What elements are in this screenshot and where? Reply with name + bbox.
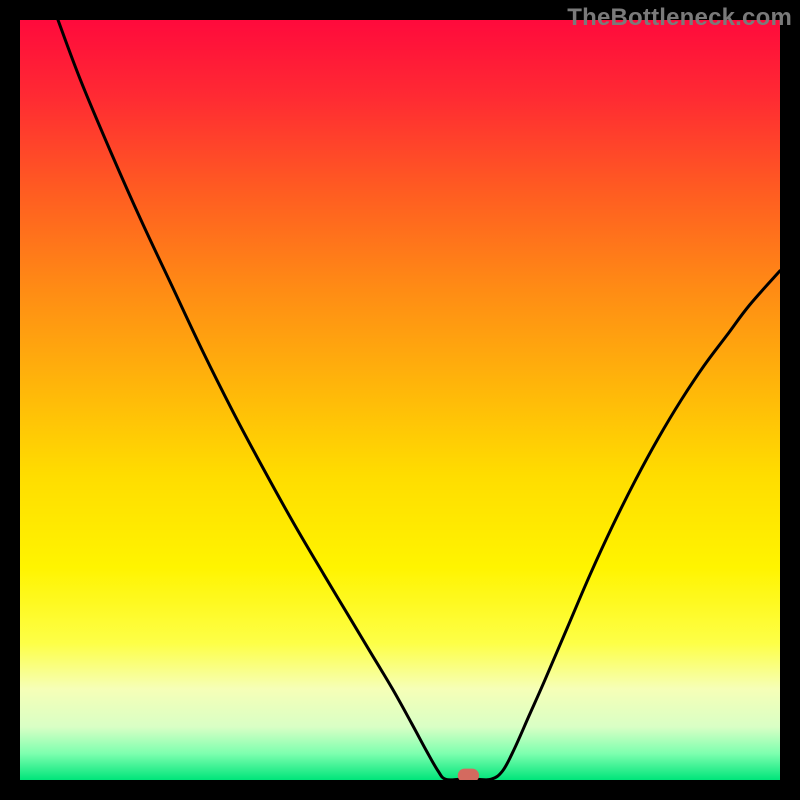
plot-background [20,20,780,780]
watermark-text: TheBottleneck.com [567,4,792,32]
bottleneck-chart [0,0,800,800]
chart-stage: TheBottleneck.com [0,0,800,800]
